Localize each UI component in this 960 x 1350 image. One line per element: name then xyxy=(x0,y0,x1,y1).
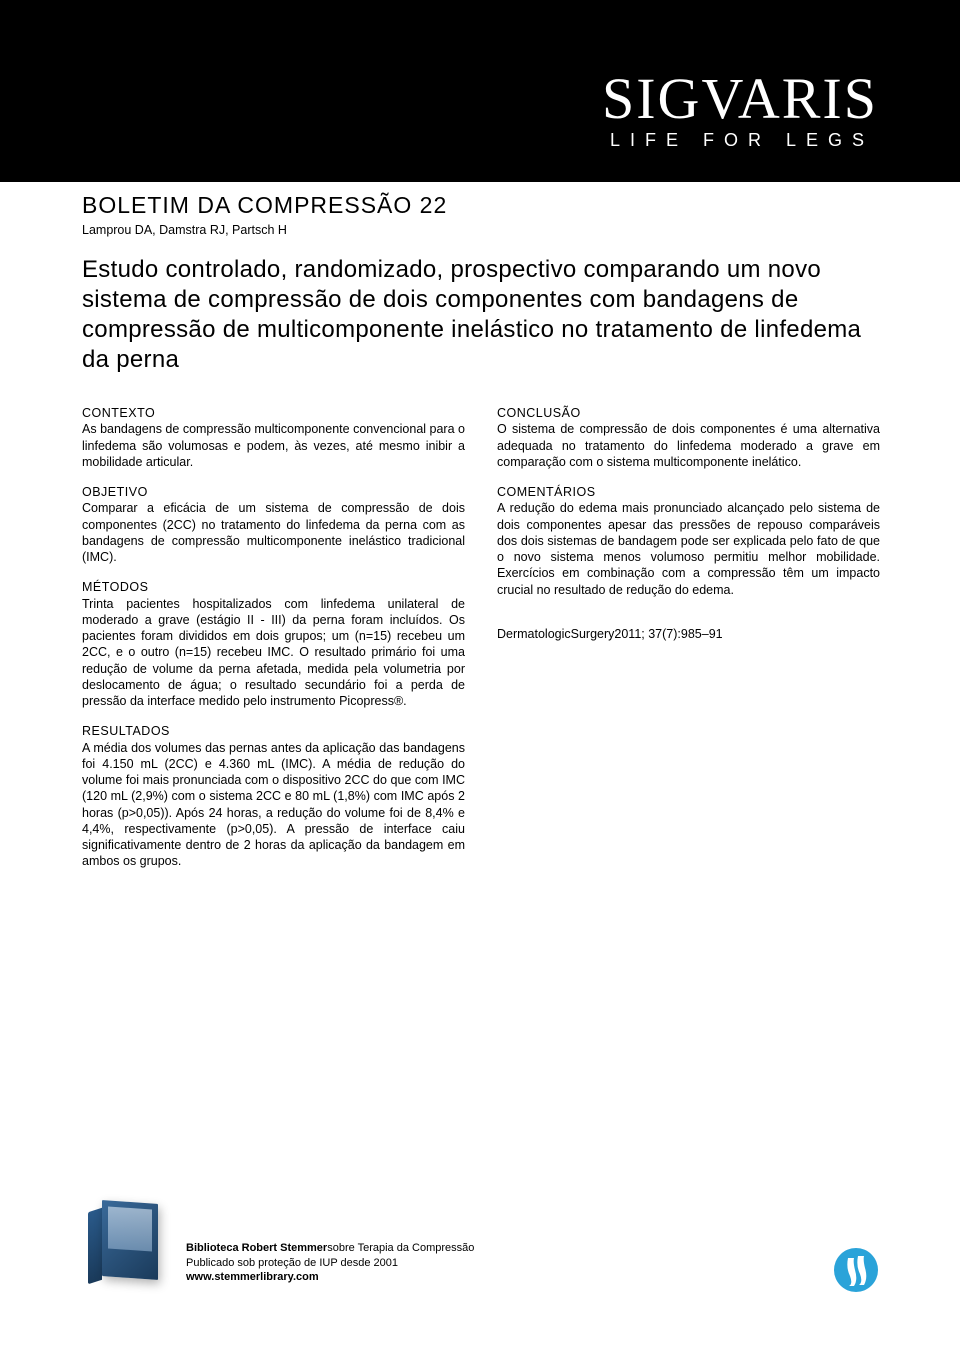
footer-line1: Biblioteca Robert Stemmersobre Terapia d… xyxy=(186,1241,474,1256)
metodos-body: Trinta pacientes hospitalizados com linf… xyxy=(82,596,465,710)
brand-block: SIGVARIS LIFE FOR LEGS xyxy=(602,70,878,151)
main-title: Estudo controlado, randomizado, prospect… xyxy=(82,255,880,375)
contexto-body: As bandagens de compressão multicomponen… xyxy=(82,421,465,470)
footer-text: Biblioteca Robert Stemmersobre Terapia d… xyxy=(186,1241,474,1286)
left-column: CONTEXTO As bandagens de compressão mult… xyxy=(82,405,465,884)
resultados-head: RESULTADOS xyxy=(82,723,465,739)
bulletin-title: BOLETIM DA COMPRESSÃO 22 xyxy=(82,192,880,219)
objetivo-head: OBJETIVO xyxy=(82,484,465,500)
contexto-head: CONTEXTO xyxy=(82,405,465,421)
authors: Lamprou DA, Damstra RJ, Partsch H xyxy=(82,223,880,237)
footer-line1b: sobre Terapia da Compressão xyxy=(327,1242,474,1254)
comentarios-body: A redução do edema mais pronunciado alca… xyxy=(497,500,880,598)
comentarios-head: COMENTÁRIOS xyxy=(497,484,880,500)
content-area: BOLETIM DA COMPRESSÃO 22 Lamprou DA, Dam… xyxy=(82,192,880,884)
leg-icon xyxy=(834,1248,878,1292)
footer-line1a: Biblioteca Robert Stemmer xyxy=(186,1242,327,1254)
footer: Biblioteca Robert Stemmersobre Terapia d… xyxy=(82,1192,878,1292)
metodos-head: MÉTODOS xyxy=(82,579,465,595)
right-column: CONCLUSÃO O sistema de compressão de doi… xyxy=(497,405,880,884)
brand-tagline: LIFE FOR LEGS xyxy=(602,130,878,151)
citation: DermatologicSurgery2011; 37(7):985–91 xyxy=(497,626,880,642)
book-icon xyxy=(82,1192,172,1292)
objetivo-body: Comparar a eficácia de um sistema de com… xyxy=(82,500,465,565)
conclusao-head: CONCLUSÃO xyxy=(497,405,880,421)
resultados-body: A média dos volumes das pernas antes da … xyxy=(82,740,465,870)
conclusao-body: O sistema de compressão de dois componen… xyxy=(497,421,880,470)
footer-line2: Publicado sob proteção de IUP desde 2001 xyxy=(186,1256,474,1271)
columns: CONTEXTO As bandagens de compressão mult… xyxy=(82,405,880,884)
footer-line3[interactable]: www.stemmerlibrary.com xyxy=(186,1270,474,1285)
brand-name: SIGVARIS xyxy=(602,70,878,128)
